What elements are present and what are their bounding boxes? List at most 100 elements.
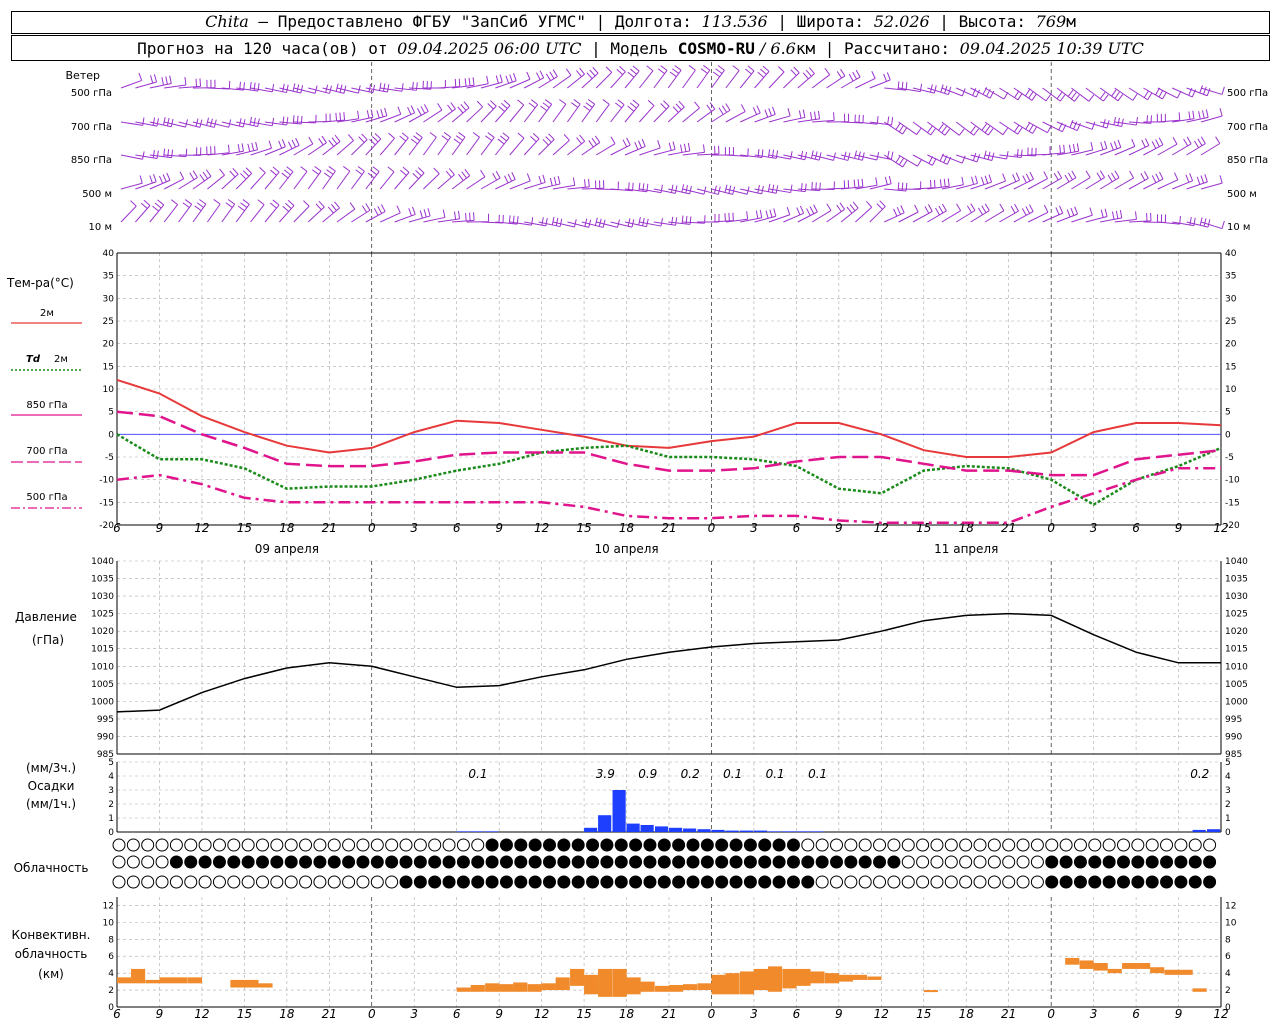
cloud-cover-circle — [786, 875, 800, 889]
wind-level-label-right: 700 гПа — [1227, 122, 1268, 133]
wind-barb-flag — [327, 206, 334, 214]
wind-barb-shaft — [826, 154, 849, 161]
x-tick-label: 0 — [708, 521, 716, 535]
wind-barb-flag — [323, 172, 332, 179]
convective-bar — [555, 977, 570, 991]
cloud-cover-circle — [801, 855, 815, 869]
y-tick-label-right: 1005 — [1225, 680, 1248, 690]
wind-barb-shaft — [884, 87, 907, 91]
wind-barb — [149, 172, 171, 190]
wind-barb — [394, 81, 418, 91]
wind-barb — [725, 65, 740, 89]
cloud-cover-circle — [227, 855, 241, 869]
wind-barb-shaft — [236, 87, 259, 92]
convective-bar — [626, 977, 641, 995]
wind-barb-shaft — [250, 147, 272, 156]
cloud-cover-circle — [1030, 875, 1044, 889]
wind-barb-flag — [861, 178, 864, 187]
wind-barb — [595, 99, 610, 123]
cloud-cover-circle — [184, 855, 198, 869]
cloud-cover-circle — [772, 855, 786, 869]
wind-barb-flag — [703, 65, 711, 71]
wind-barb-flag — [528, 102, 536, 109]
wind-barb-shaft — [250, 204, 265, 223]
wind-barb-flag — [1022, 175, 1027, 184]
pressure-panel — [116, 612, 1221, 713]
wind-barb-flag — [401, 83, 404, 92]
wind-barb-flag — [530, 135, 537, 143]
wind-barb-flag — [433, 167, 440, 175]
cloud-cover-circle — [686, 875, 700, 889]
cloud-cover-circle — [987, 855, 1001, 869]
wind-barb-flag — [1074, 94, 1080, 102]
wind-barb-flag — [285, 202, 292, 209]
precip-bar — [697, 829, 711, 832]
wind-barb — [898, 83, 923, 93]
wind-barb-flag — [1006, 151, 1009, 160]
wind-barb-flag — [549, 71, 555, 79]
cloud-cover-circle — [930, 875, 944, 889]
wind-barb-flag — [672, 141, 676, 150]
y-tick-label-left: 8 — [108, 935, 114, 945]
convective-bar — [187, 977, 203, 984]
wind-barb-flag — [437, 103, 443, 111]
cloud-cover-circle — [1131, 875, 1145, 889]
wind-barb-flag — [1010, 205, 1016, 214]
forecast-label: Прогноз на 120 часа(ов) от — [137, 39, 398, 58]
wind-barb — [365, 82, 390, 93]
wind-barb-flag — [694, 101, 700, 109]
wind-barb-shaft — [840, 207, 859, 223]
wind-barb-flag — [988, 174, 992, 183]
wind-barb-flag — [824, 68, 831, 75]
wind-barb-flag — [511, 172, 516, 180]
wind-barb-flag — [240, 202, 248, 208]
cloud-cover-circle — [1073, 838, 1087, 852]
precip-bar — [669, 827, 683, 832]
y-tick-label-left: 1 — [108, 814, 114, 824]
wind-barb — [999, 172, 1020, 190]
wind-barb-flag — [589, 69, 596, 77]
wind-barb — [149, 117, 174, 128]
wind-barb — [120, 200, 137, 223]
wind-barb-shaft — [941, 87, 963, 97]
cloud-cover-circle — [614, 855, 628, 869]
wind-barb-flag — [740, 104, 746, 112]
wind-barb-flag — [1014, 203, 1019, 212]
wind-barb-shaft — [754, 215, 776, 223]
wind-barb — [1085, 87, 1109, 102]
wind-barb-flag — [811, 182, 813, 191]
wind-barb-flag — [487, 103, 494, 110]
wind-barb — [1171, 136, 1192, 156]
wind-barb-flag — [361, 133, 368, 141]
wind-barb-flag — [295, 137, 300, 146]
wind-barb-shaft — [1056, 213, 1078, 223]
wind-barb-flag — [610, 136, 616, 144]
cloud-cover-circle — [614, 875, 628, 889]
wind-barb-flag — [542, 139, 549, 146]
convective-bar — [867, 976, 882, 980]
convective-bar — [1192, 988, 1207, 992]
y-tick-label-left: 15 — [103, 362, 114, 372]
wind-barb — [1114, 87, 1138, 101]
series-t700 — [116, 467, 1221, 524]
cloud-cover-circle — [715, 875, 729, 889]
y-tick-label-left: 30 — [103, 294, 115, 304]
wind-barb-flag — [584, 218, 588, 227]
wind-barb — [725, 104, 746, 123]
wind-barb — [1027, 121, 1052, 134]
wind-barb-shaft — [1071, 214, 1093, 223]
cloud-cover-circle — [686, 855, 700, 869]
wind-barb-flag — [507, 173, 513, 182]
x-tick-label: 18 — [959, 521, 975, 535]
wind-barb-flag — [1158, 171, 1164, 180]
wind-barb — [1027, 87, 1052, 102]
cloud-cover-circle — [916, 855, 930, 869]
wind-barb — [1172, 110, 1195, 123]
cloud-cover-circle — [356, 838, 370, 852]
wind-barb — [365, 166, 380, 190]
wind-barb-shaft — [855, 121, 878, 125]
wind-barb-flag — [538, 175, 542, 184]
wind-barb-flag — [1158, 89, 1164, 98]
wind-barb — [524, 217, 548, 227]
wind-barb-flag — [840, 68, 846, 77]
